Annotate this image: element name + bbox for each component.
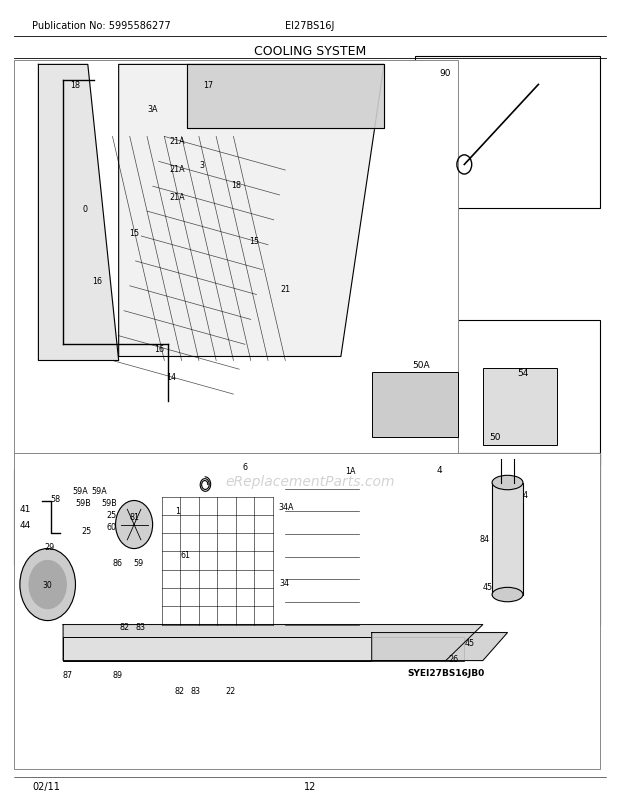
- Text: 45: 45: [464, 638, 474, 647]
- Text: 16: 16: [154, 345, 164, 354]
- Text: 84: 84: [479, 534, 489, 543]
- Circle shape: [115, 501, 153, 549]
- Bar: [415, 453, 600, 625]
- Ellipse shape: [492, 588, 523, 602]
- Text: 14: 14: [166, 372, 176, 382]
- Text: 82: 82: [174, 686, 184, 695]
- Text: 15: 15: [249, 237, 260, 245]
- Text: 45: 45: [483, 582, 493, 591]
- Text: 22: 22: [226, 686, 236, 695]
- Bar: [14, 453, 600, 768]
- Text: COOLING SYSTEM: COOLING SYSTEM: [254, 46, 366, 59]
- Text: 44: 44: [20, 520, 31, 529]
- Ellipse shape: [492, 476, 523, 490]
- Bar: [415, 57, 600, 209]
- Text: 26: 26: [448, 654, 458, 662]
- Text: Publication No: 5995586277: Publication No: 5995586277: [32, 22, 171, 31]
- Text: 0: 0: [82, 205, 87, 213]
- Text: 1: 1: [175, 506, 180, 515]
- Polygon shape: [118, 65, 384, 357]
- Bar: [63, 637, 464, 661]
- Text: SYEI27BS16JB0: SYEI27BS16JB0: [407, 668, 484, 677]
- Text: 1A: 1A: [345, 466, 355, 475]
- Text: 15: 15: [129, 229, 139, 237]
- Text: 30: 30: [43, 581, 53, 589]
- Text: 87: 87: [63, 670, 73, 678]
- Text: 18: 18: [71, 81, 81, 90]
- Text: 3: 3: [200, 160, 205, 170]
- Bar: [347, 321, 600, 465]
- Text: 81: 81: [129, 512, 139, 521]
- Bar: [14, 61, 458, 453]
- Text: 3A: 3A: [148, 105, 158, 114]
- Polygon shape: [38, 65, 118, 361]
- Text: 25: 25: [106, 510, 117, 519]
- Bar: [483, 369, 557, 445]
- Text: 12: 12: [304, 781, 316, 792]
- Text: eReplacementParts.com: eReplacementParts.com: [225, 474, 395, 488]
- Circle shape: [20, 549, 76, 621]
- Text: 17: 17: [203, 81, 213, 90]
- Text: 41: 41: [20, 504, 31, 513]
- Polygon shape: [63, 625, 483, 661]
- Text: 21: 21: [280, 285, 290, 294]
- Text: 89: 89: [112, 670, 123, 678]
- Text: 29: 29: [45, 542, 55, 551]
- Text: 4: 4: [522, 490, 527, 499]
- Text: 25: 25: [81, 526, 92, 535]
- Bar: [492, 483, 523, 595]
- Text: 86: 86: [112, 558, 122, 567]
- Text: 83: 83: [136, 622, 146, 631]
- Bar: [14, 469, 73, 565]
- Text: 34A: 34A: [279, 502, 294, 511]
- Text: 61: 61: [180, 550, 190, 559]
- Text: 21A: 21A: [169, 164, 185, 174]
- Text: 59B: 59B: [102, 499, 117, 508]
- Polygon shape: [187, 65, 384, 129]
- Text: 82: 82: [120, 622, 130, 631]
- Text: 34: 34: [279, 579, 289, 588]
- Text: 50: 50: [489, 432, 501, 441]
- Text: EI27BS16J: EI27BS16J: [285, 22, 335, 31]
- Polygon shape: [372, 633, 508, 661]
- Text: 59: 59: [133, 558, 144, 567]
- Text: 21A: 21A: [169, 192, 185, 201]
- Text: 59A: 59A: [91, 486, 107, 495]
- Text: 83: 83: [190, 686, 200, 695]
- Text: 6: 6: [242, 462, 248, 471]
- Text: 4: 4: [436, 465, 442, 474]
- Text: 54: 54: [517, 369, 529, 378]
- Circle shape: [29, 561, 66, 609]
- Text: 16: 16: [92, 277, 102, 286]
- Text: 18: 18: [231, 180, 241, 190]
- Text: 50A: 50A: [412, 361, 430, 370]
- Text: 90: 90: [440, 69, 451, 79]
- Text: 59B: 59B: [76, 499, 91, 508]
- Text: 02/11: 02/11: [32, 781, 60, 792]
- Text: 60: 60: [106, 522, 117, 531]
- Bar: [372, 373, 458, 437]
- Text: 58: 58: [51, 494, 61, 503]
- Text: 21A: 21A: [169, 137, 185, 146]
- Text: 59A: 59A: [73, 486, 88, 495]
